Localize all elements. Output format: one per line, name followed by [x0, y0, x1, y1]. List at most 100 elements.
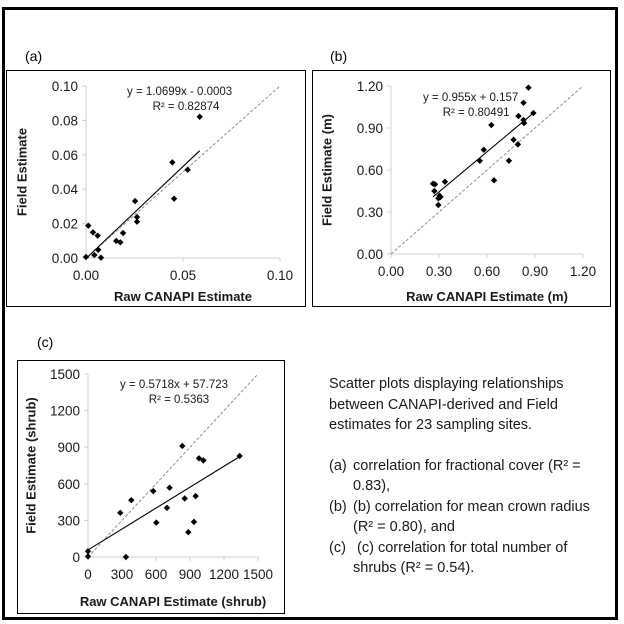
- y-tick-label: 0.10: [52, 79, 78, 94]
- data-point: [520, 99, 527, 106]
- data-point: [85, 222, 92, 229]
- caption-intro: Scatter plots displaying relationships b…: [329, 376, 564, 433]
- data-point: [119, 229, 127, 237]
- caption-item-tag: (a): [329, 457, 347, 474]
- data-point: [131, 197, 139, 205]
- y-tick-label: 0.90: [357, 121, 383, 136]
- r-squared-label: R² = 0.80491: [443, 107, 510, 119]
- data-point: [441, 178, 449, 185]
- data-point: [435, 201, 442, 209]
- trendline-equation: y = 0.5718x + 57.723: [120, 379, 228, 391]
- y-tick-label: 1.20: [357, 79, 383, 94]
- y-tick-label: 0.06: [52, 148, 78, 163]
- data-point: [179, 442, 186, 450]
- data-point: [490, 177, 498, 184]
- data-point: [133, 218, 141, 225]
- data-point: [169, 159, 176, 166]
- data-point: [476, 157, 483, 164]
- data-point: [515, 112, 522, 120]
- panel-label-c: (c): [37, 334, 54, 350]
- data-point: [431, 187, 438, 195]
- caption-item-text: correlation for fractional cover (R² = 0…: [353, 457, 581, 495]
- r-squared-label: R² = 0.5363: [149, 394, 209, 406]
- y-tick-label: 1200: [50, 404, 80, 419]
- trendline: [432, 112, 534, 198]
- x-tick-label: 0.10: [267, 268, 293, 283]
- data-point: [95, 246, 102, 253]
- panel-label-b: (b): [330, 48, 348, 64]
- x-tick-label: 1200: [209, 567, 239, 582]
- x-axis-label: Raw CANAPI Estimate (m): [406, 289, 568, 304]
- x-tick-label: 1500: [243, 567, 273, 582]
- x-tick-label: 0.05: [170, 268, 196, 283]
- y-axis-label: Field Estimate (m): [319, 114, 334, 226]
- x-tick-label: 600: [145, 567, 168, 582]
- x-tick-label: 0.60: [474, 264, 500, 279]
- trendline: [85, 150, 201, 259]
- trendline: [87, 456, 240, 551]
- data-point: [170, 195, 178, 202]
- chart-box-b: 0.00 0.30 0.60 0.90 1.20 0.00 0.30 0.60 0.90 1.20…: [312, 70, 611, 307]
- data-point: [190, 518, 198, 526]
- data-point: [200, 457, 207, 464]
- scatter-chart-c: 0 300 600 900 1200 1500 0 300 600 900 1200 1500 Raw …: [23, 367, 273, 609]
- data-point: [437, 193, 444, 201]
- data-point: [150, 487, 157, 495]
- data-point: [185, 529, 192, 536]
- panel-label-a: (a): [25, 48, 43, 64]
- data-point: [488, 121, 495, 129]
- caption-item-text: (b) correlation for mean crown radius (R…: [353, 498, 590, 536]
- data-point: [163, 504, 171, 512]
- data-point: [236, 452, 243, 460]
- chart-box-c: 0 300 600 900 1200 1500 0 300 600 900 1200 1500 Raw …: [17, 360, 285, 614]
- data-point: [192, 492, 199, 500]
- data-point: [181, 495, 188, 502]
- y-tick-label: 0.30: [357, 205, 383, 220]
- one-to-one-line: [87, 373, 259, 558]
- data-point: [184, 166, 191, 173]
- x-axis-label: Raw CANAPI Estimate (shrub): [80, 594, 266, 609]
- data-point: [520, 116, 527, 124]
- x-axis-label: Raw CANAPI Estimate: [114, 289, 252, 304]
- chart-box-a: 0.00 0.02 0.04 0.06 0.08 0.10 0.00 0.05 0.10 Raw …: [6, 70, 306, 307]
- scatter-chart-b: 0.00 0.30 0.60 0.90 1.20 0.00 0.30 0.60 0.90 1.20…: [319, 79, 596, 304]
- one-to-one-line: [85, 85, 281, 259]
- trendline-equation: y = 0.955x + 0.157: [423, 92, 518, 104]
- y-tick-label: 0.02: [52, 217, 78, 232]
- data-point: [480, 146, 487, 153]
- data-point: [525, 84, 532, 91]
- data-point: [117, 239, 124, 246]
- data-point: [514, 141, 522, 148]
- data-point: [97, 254, 105, 261]
- data-point: [94, 232, 101, 239]
- data-point: [133, 213, 141, 221]
- scatter-chart-a: 0.00 0.02 0.04 0.06 0.08 0.10 0.00 0.05 0.10 Raw …: [14, 79, 293, 304]
- caption-item-c: (c) (c) correlation for total number of …: [329, 538, 614, 579]
- x-tick-label: 0.30: [426, 264, 452, 279]
- data-point: [84, 553, 92, 560]
- caption-item-text: (c) correlation for total number of shru…: [353, 539, 572, 577]
- y-tick-label: 0.60: [357, 163, 383, 178]
- data-point: [431, 181, 439, 188]
- x-tick-label: 900: [179, 567, 202, 582]
- data-point: [117, 509, 124, 517]
- data-point: [89, 229, 97, 236]
- y-tick-label: 900: [57, 440, 80, 455]
- figure-frame: [2, 7, 618, 620]
- data-point: [510, 136, 517, 143]
- y-tick-label: 1500: [50, 367, 80, 382]
- r-squared-label: R² = 0.82874: [153, 101, 220, 113]
- data-point: [195, 455, 203, 462]
- x-tick-label: 0.90: [522, 264, 548, 279]
- data-point: [128, 496, 135, 504]
- y-tick-label: 300: [57, 513, 80, 528]
- data-point: [84, 548, 92, 555]
- data-point: [505, 157, 513, 164]
- data-point: [91, 251, 98, 259]
- data-point: [153, 519, 160, 526]
- x-tick-label: 300: [111, 567, 134, 582]
- x-tick-label: 0.00: [378, 264, 404, 279]
- y-tick-label: 600: [57, 477, 80, 492]
- one-to-one-line: [390, 85, 584, 255]
- data-point: [82, 253, 90, 261]
